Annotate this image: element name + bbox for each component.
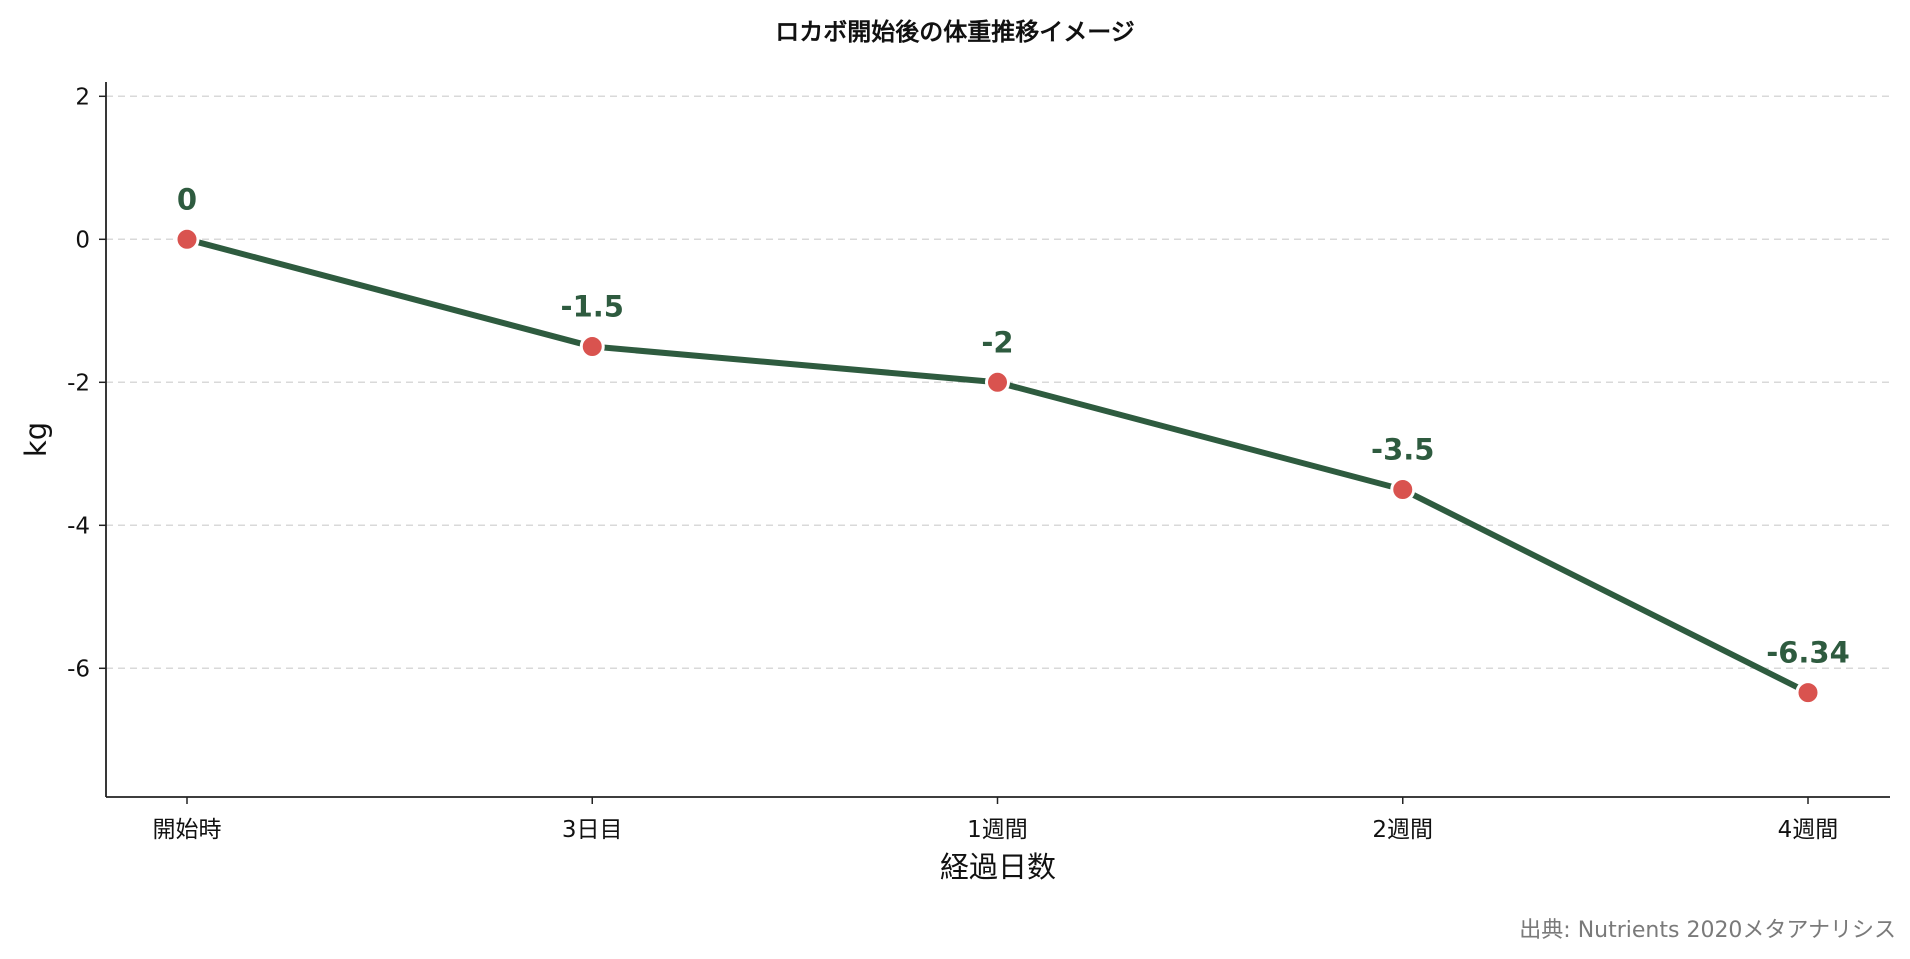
y-tick-label: 0 [75,227,90,253]
y-axis-label: kg [19,422,53,457]
data-label: 0 [177,182,197,216]
data-point [1390,477,1416,503]
x-tick-label: 3日目 [562,817,623,843]
y-tick-label: -6 [67,656,90,682]
x-tick-label: 2週間 [1372,817,1433,843]
y-tick-label: 2 [75,84,90,110]
data-label: -3.5 [1371,433,1434,467]
data-point [1795,680,1821,706]
data-point [174,226,200,252]
y-tick-label: -4 [67,513,90,539]
series-line [184,236,1811,696]
x-tick-label: 4週間 [1778,817,1839,843]
source-note: 出典: Nutrients 2020メタアナリシス [1519,918,1896,943]
x-axis-label: 経過日数 [940,850,1056,884]
data-point [579,334,605,360]
data-label: -1.5 [561,290,624,324]
y-tick-label: -2 [67,370,90,396]
data-label: -2 [981,325,1013,359]
data-point [985,369,1010,395]
chart-title: ロカボ開始後の体重推移イメージ [775,18,1135,46]
x-tick-label: 1週間 [967,817,1028,843]
data-label: -6.34 [1766,636,1850,670]
x-tick-label: 開始時 [153,817,222,843]
